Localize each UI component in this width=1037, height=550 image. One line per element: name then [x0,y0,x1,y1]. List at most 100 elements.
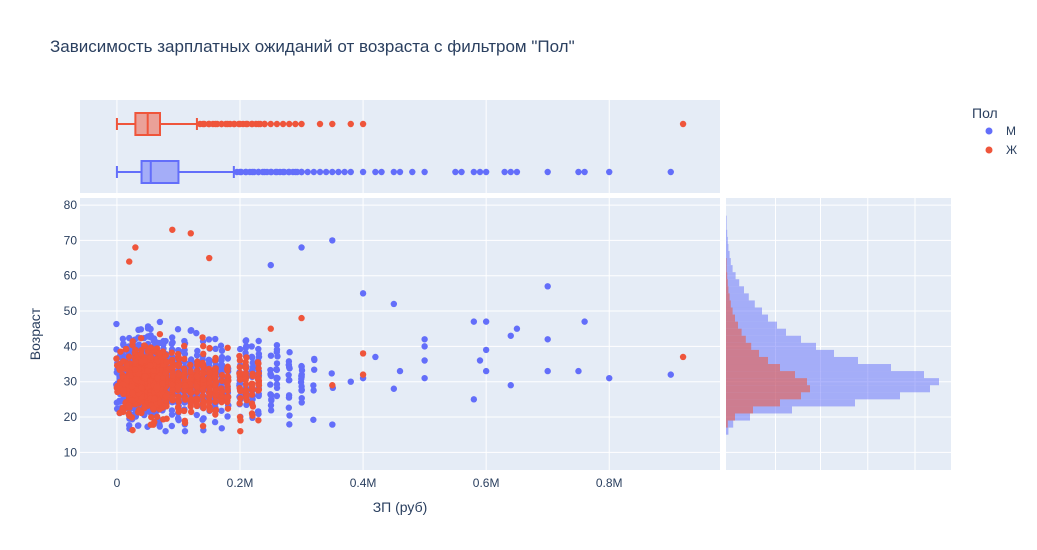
scatter-point-zh [200,398,207,405]
legend-item-m[interactable]: М [985,124,1017,138]
scatter-point-m [544,336,551,343]
scatter-point-zh [205,374,213,382]
box-outlier-point [575,168,582,176]
scatter-point-m [211,418,219,426]
scatter-point-m [310,387,317,394]
scatter-point-m [482,318,490,325]
scatter-point-m [273,348,281,356]
scatter-point-zh [193,383,200,390]
scatter-point-zh [128,397,136,404]
scatter-point-zh [223,365,231,373]
scatter-point-zh [181,387,189,394]
scatter-point-zh [224,387,231,394]
scatter-point-zh [255,417,262,424]
scatter-point-m [135,326,142,334]
box-outlier-point [329,168,336,176]
y-tick-label: 30 [64,375,78,389]
hist-bar-zh [726,272,728,280]
scatter-point-m [162,427,169,435]
hist-bar-m [726,286,744,294]
scatter-point-zh [224,380,231,388]
box-outlier-point [372,168,379,176]
hist-bar-m [726,399,855,407]
salary-box-plots [115,112,687,184]
scatter-point-m [135,341,143,348]
scatter-point-zh [200,376,207,383]
scatter-point-zh [162,392,170,400]
hist-bar-zh [726,321,738,329]
hist-bar-m [726,265,733,273]
legend-item-zh[interactable]: Ж [985,143,1018,157]
hist-bar-zh [726,378,807,386]
scatter-point-zh [125,410,132,418]
hist-bar-m [726,342,816,350]
scatter-point-zh [174,362,182,369]
scatter-point-m [267,407,275,414]
hist-bar-m [726,215,727,223]
scatter-point-m [470,318,478,325]
x-tick-label: 0.4M [350,476,377,490]
scatter-point-zh [193,372,201,380]
scatter-point-m [482,367,490,375]
scatter-point-zh [180,407,188,415]
box-outlier-point [421,168,428,176]
scatter-point-m [193,329,200,337]
scatter-point-zh [138,347,145,354]
scatter-point-m [298,363,305,370]
hist-bar-m [726,427,729,435]
scatter-point-zh [243,393,250,401]
box-outlier-point [292,168,299,176]
hist-bar-m [726,300,755,308]
scatter-point-m [286,349,293,356]
scatter-point-m [581,318,588,325]
hist-bar-zh [726,314,735,322]
scatter-point-m [267,261,274,269]
hist-bar-m [726,420,734,428]
scatter-point-m [193,411,200,419]
scatter-point-zh [249,385,256,392]
box-outlier-point [236,168,244,176]
scatter-point-m [193,352,201,359]
scatter-point-zh [113,355,120,362]
scatter-point-m [188,326,195,334]
scatter-point-zh [147,421,154,428]
scatter-point-m [218,425,225,432]
scatter-point-zh [255,365,262,372]
y-tick-label: 60 [64,269,78,283]
hist-bar-zh [726,413,735,421]
hist-bar-zh [726,342,752,350]
scatter-point-m [273,392,281,400]
box-outlier-point [199,120,207,128]
scatter-point-zh [359,350,367,357]
scatter-point-zh [679,353,687,361]
box-outlier-point [249,120,256,128]
scatter-point-zh [237,376,244,383]
scatter-plot-panel [80,198,720,470]
scatter-point-zh [175,398,182,405]
scatter-point-m [212,345,219,353]
box-outlier-point [242,168,250,176]
legend[interactable]: Пол М Ж [972,105,1017,157]
scatter-point-zh [169,394,176,402]
scatter-point-zh [123,345,130,353]
scatter-point-m [212,335,219,343]
scatter-point-m [119,335,127,343]
scatter-point-zh [168,381,176,389]
scatter-point-zh [132,358,139,365]
scatter-point-zh [223,393,231,401]
scatter-point-zh [242,370,249,377]
hist-bar-m [726,243,729,251]
scatter-point-zh [168,349,175,356]
scatter-point-zh [132,244,139,251]
scatter-point-zh [144,367,151,374]
scatter-point-m [168,340,175,348]
scatter-point-zh [249,380,256,388]
box-outlier-point [292,120,299,128]
scatter-point-zh [123,362,130,369]
scatter-point-m [310,382,317,389]
scatter-point-zh [181,382,189,389]
hist-bar-zh [726,399,780,407]
x-tick-label: 0.6M [473,476,500,490]
scatter-point-zh [211,373,219,381]
scatter-point-zh [159,380,166,387]
